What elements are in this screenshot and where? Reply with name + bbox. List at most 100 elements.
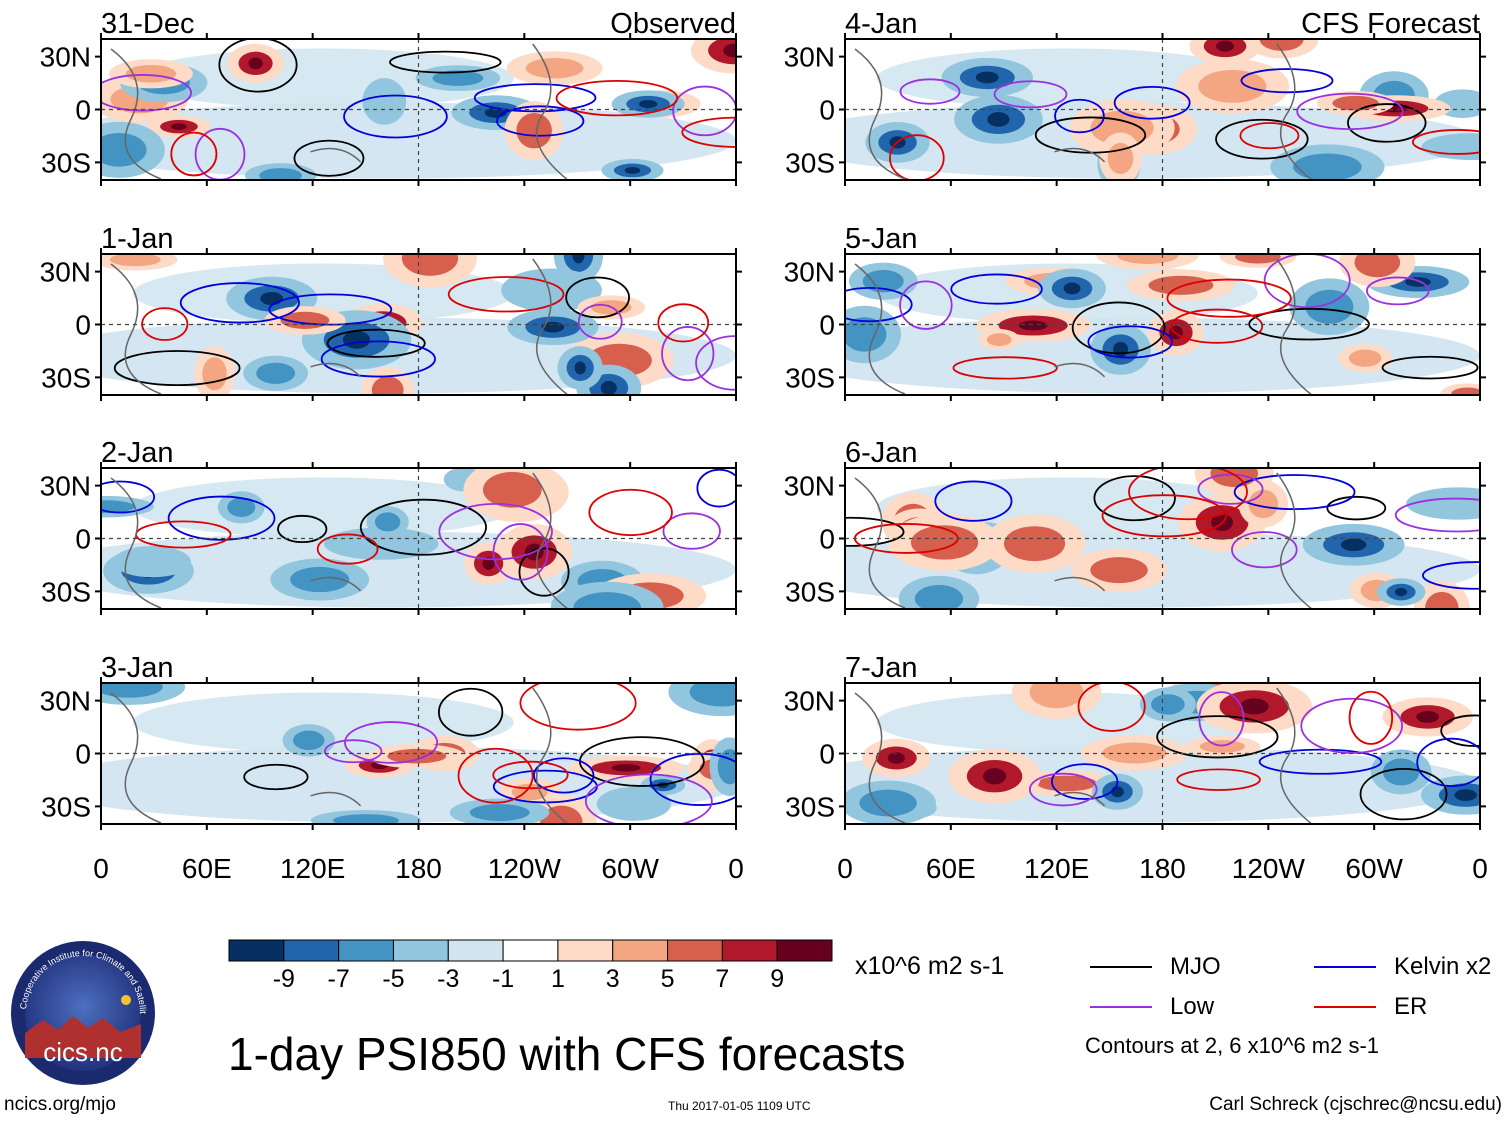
contour-kelvin-x2 (101, 480, 156, 514)
anomaly-cell (1198, 69, 1267, 103)
contour-er (1411, 129, 1480, 155)
panel-corner-label: Observed (610, 8, 736, 40)
y-tick-label: 30S (41, 576, 91, 607)
colorbar-swatch (721, 939, 778, 962)
anomaly-cell (1148, 275, 1214, 295)
y-tick-label: 0 (819, 739, 835, 770)
panel-date: 2-Jan (101, 437, 174, 469)
x-tick-label: 0 (93, 853, 109, 884)
contour-er (170, 131, 218, 177)
anomaly-cell (469, 804, 530, 821)
anomaly-cell (1382, 758, 1420, 786)
map-panel: 30N 0 30S 1-Jan (40, 223, 742, 401)
anomaly-core (611, 764, 641, 772)
contour-er (1239, 122, 1300, 150)
anomaly-cell (1116, 254, 1179, 264)
contour-low (1198, 691, 1245, 747)
y-tick-label: 30S (41, 791, 91, 822)
anomaly-cell (525, 58, 584, 79)
anomaly-cell (1354, 254, 1401, 278)
anomaly-cell (128, 552, 176, 572)
y-tick-label: 0 (75, 310, 91, 341)
contour-mjo (1326, 495, 1387, 521)
contour-kelvin-x2 (343, 94, 448, 139)
anomaly-cell (540, 805, 583, 824)
contour-kelvin-x2 (1416, 737, 1480, 787)
anomaly-core (983, 768, 1007, 785)
contour-kelvin-x2 (1054, 98, 1105, 134)
coastline (110, 472, 569, 609)
colorbar-label: -1 (491, 965, 515, 993)
contour-mjo (518, 547, 570, 597)
contour-er (1176, 768, 1261, 791)
colorbar-swatch (557, 939, 614, 962)
anomaly-cell (1003, 526, 1066, 562)
anomaly-core (541, 321, 565, 333)
x-tick-label: 120E (280, 853, 345, 884)
contour-low (993, 80, 1068, 109)
anomaly-field (101, 254, 736, 395)
anomaly-cell (521, 277, 582, 304)
coastline (854, 258, 1313, 395)
contour-mjo (1156, 715, 1279, 759)
anomaly-core (975, 71, 999, 84)
map-panel: 30N 0 30S 4-Jan CFS Forecast (784, 8, 1486, 186)
contour-mjo (438, 687, 504, 737)
anomaly-cell (1259, 39, 1304, 51)
contour-kelvin-x2 (473, 83, 597, 113)
y-tick-label: 0 (819, 524, 835, 555)
contour-mjo (845, 516, 905, 547)
anomaly-band (101, 102, 736, 179)
contour-er (555, 79, 679, 117)
contour-low (661, 326, 715, 382)
anomaly-core (887, 752, 905, 764)
colorbar-swatch (612, 939, 669, 962)
anomaly-cell (1332, 95, 1379, 111)
anomaly-cell (1348, 349, 1382, 367)
contour-mjo (565, 276, 630, 319)
contour-kelvin-x2 (1258, 748, 1383, 775)
colorbar-swatch (776, 939, 833, 962)
legend-line-low (1090, 1006, 1152, 1008)
contour-er (1166, 278, 1292, 318)
x-tick-label: 120E (1024, 853, 1089, 884)
anomaly-cell (717, 749, 736, 785)
y-tick-label: 30S (785, 147, 835, 178)
contour-low (1296, 92, 1404, 130)
anomaly-core (987, 112, 1010, 127)
cics-logo: Cooperative Institute for Climate and Sa… (8, 938, 155, 1085)
contour-er (952, 356, 1058, 380)
contour-er (519, 683, 637, 731)
anomaly-cell (259, 168, 302, 180)
contour-mjo (1093, 475, 1176, 522)
contour-mjo (277, 514, 328, 544)
anomaly-cell (332, 814, 399, 824)
x-tick-label: 60W (1345, 853, 1403, 884)
contour-mjo (1359, 767, 1448, 821)
anomaly-cell (125, 64, 177, 83)
footer-timestamp: Thu 2017-01-05 1109 UTC (668, 1099, 811, 1113)
colorbar-label: 7 (715, 965, 730, 993)
legend-line-mjo (1090, 966, 1152, 968)
legend-line-er (1314, 1006, 1376, 1008)
anomaly-core (1416, 711, 1439, 723)
contour-kelvin-x2 (1113, 85, 1191, 120)
y-tick-label: 30N (784, 42, 835, 73)
contour-mjo (326, 328, 426, 358)
contour-mjo (243, 763, 309, 791)
contour-kelvin-x2 (320, 340, 436, 378)
anomaly-cell (1441, 138, 1480, 155)
anomaly-cell (845, 317, 887, 352)
contour-mjo (218, 39, 298, 93)
anomaly-cell (482, 471, 542, 508)
contour-kelvin-x2 (496, 105, 585, 137)
y-tick-label: 30N (40, 686, 91, 717)
contour-kelvin-x2 (179, 282, 300, 324)
contour-kelvin-x2 (167, 495, 276, 541)
footer-site: ncics.org/mjo (4, 1094, 116, 1115)
contour-er (492, 760, 569, 790)
anomaly-cell (109, 254, 161, 267)
coastline (110, 687, 569, 824)
anomaly-core (1216, 40, 1234, 52)
y-tick-label: 0 (75, 739, 91, 770)
